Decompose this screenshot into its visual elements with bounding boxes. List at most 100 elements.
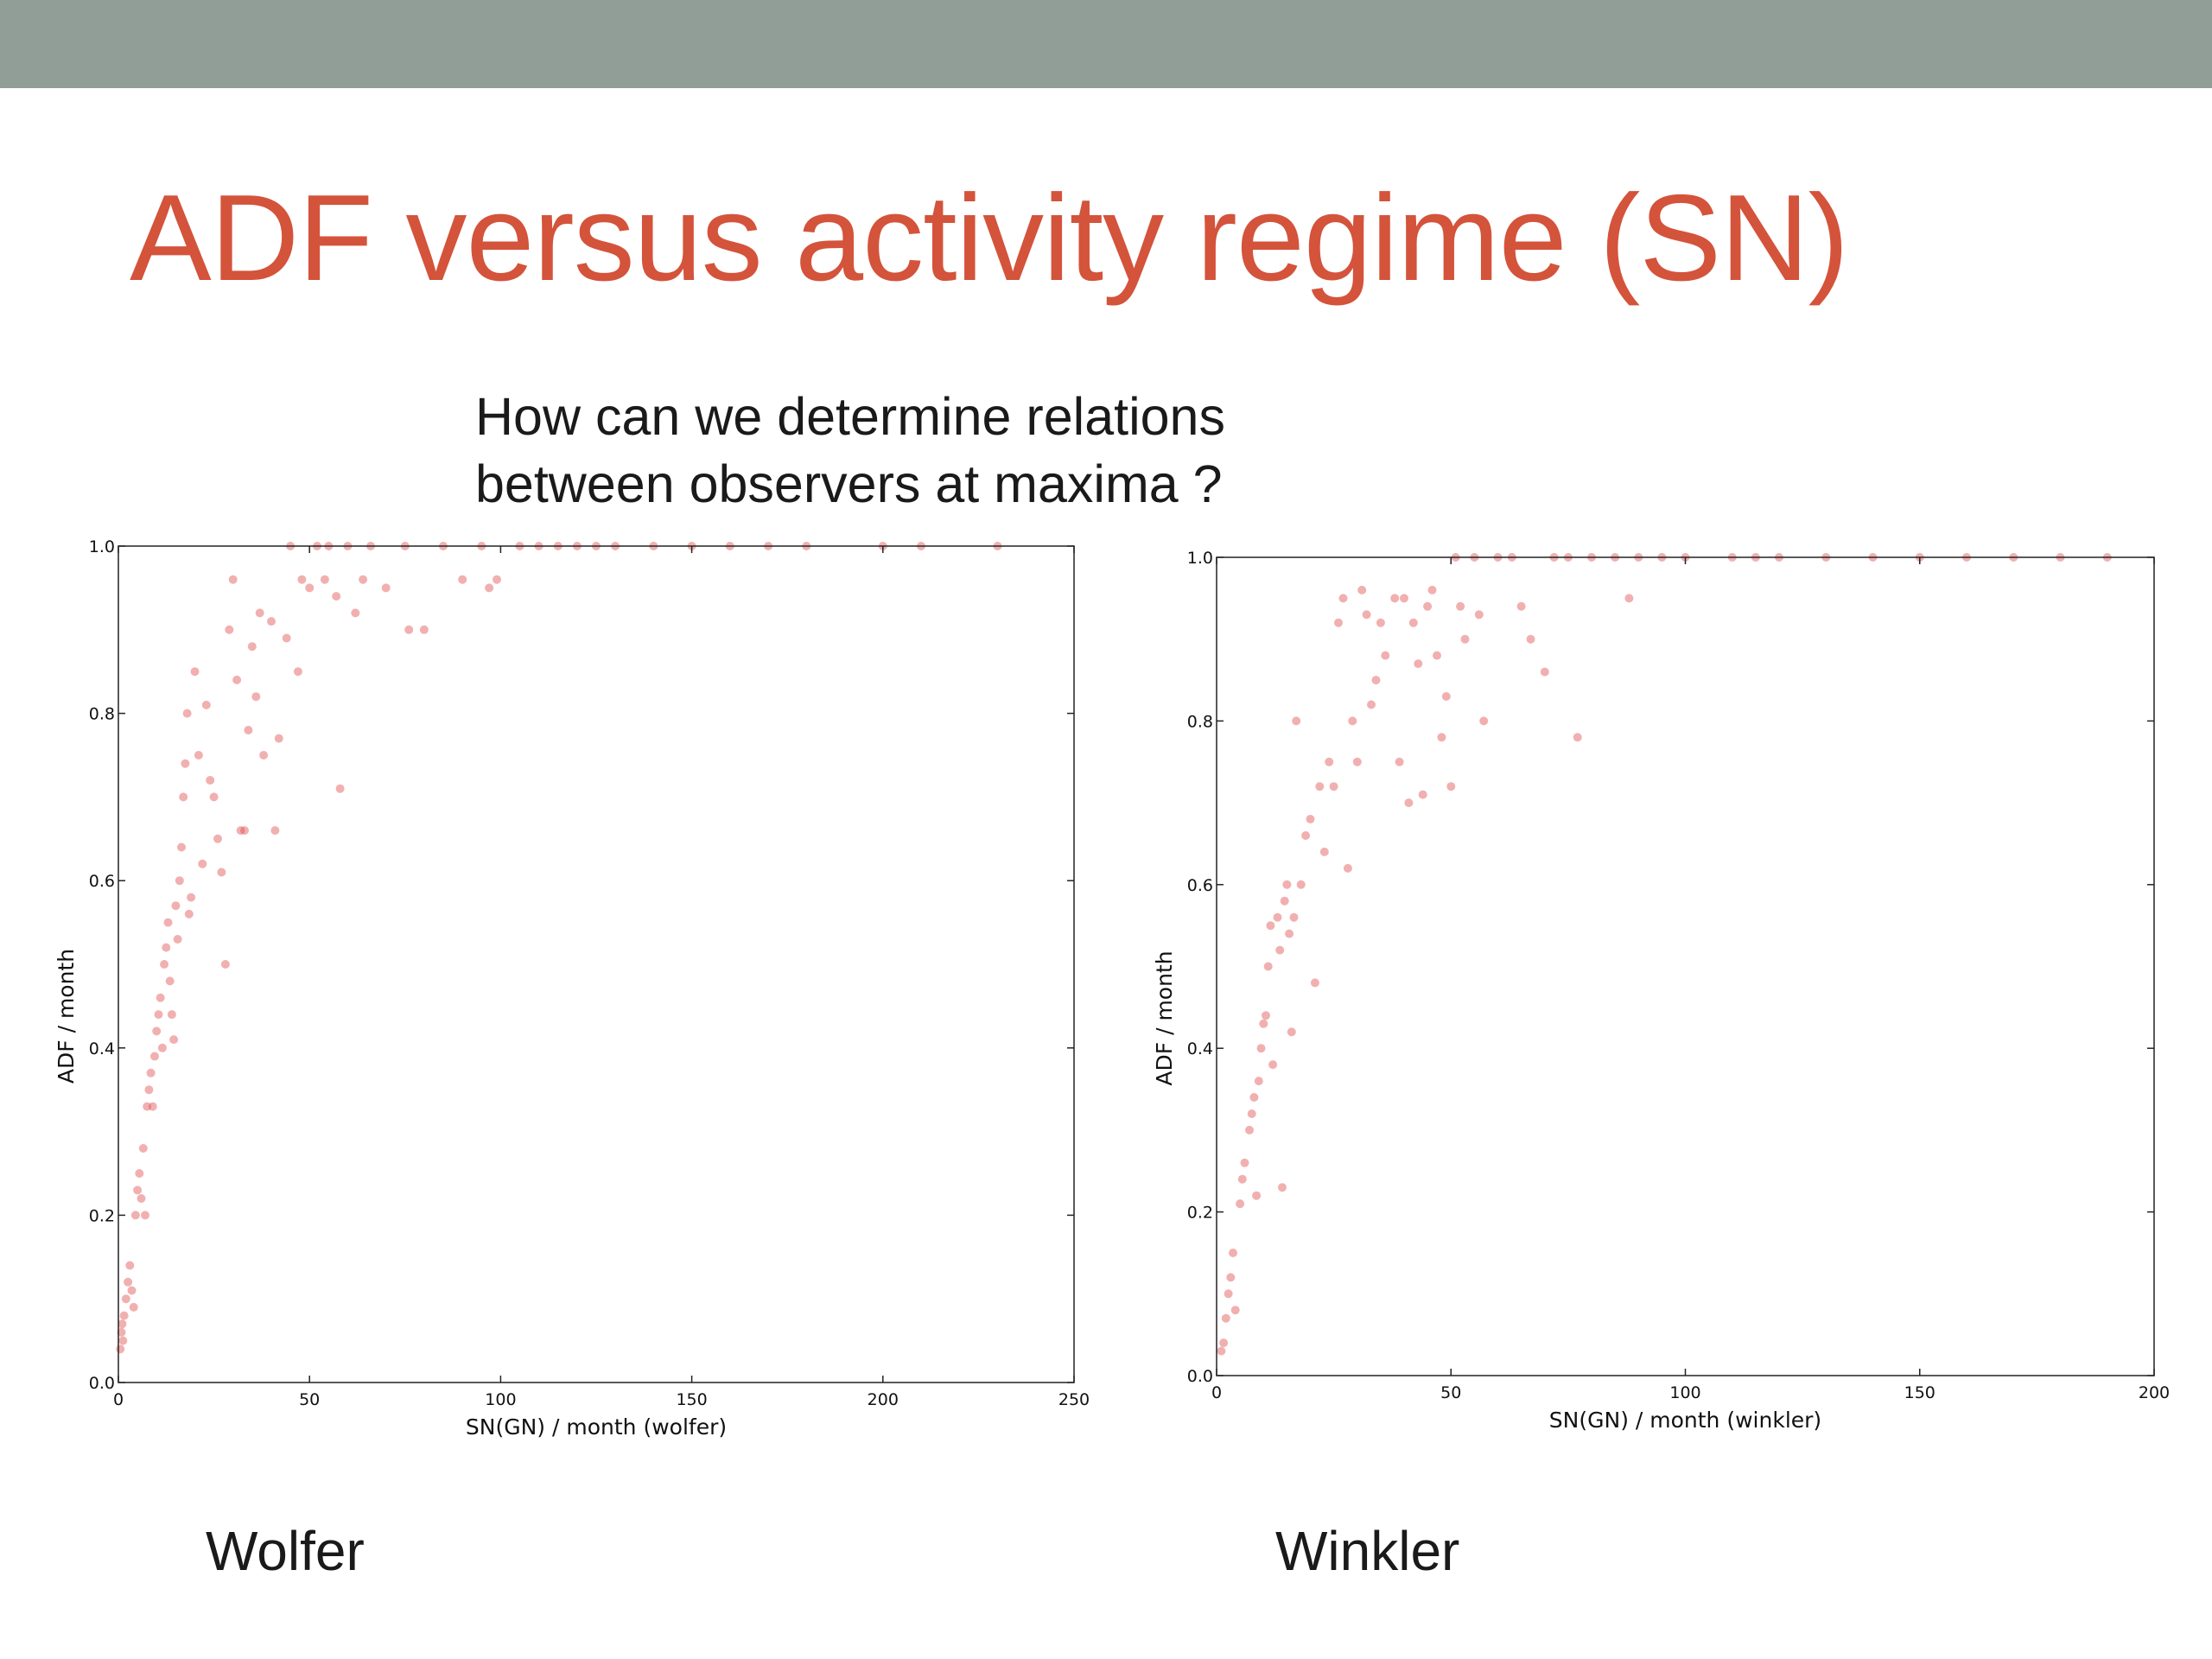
data-point [1474,610,1484,620]
data-point [458,575,467,584]
data-point [1217,1346,1226,1356]
data-point [1381,651,1390,660]
data-point [162,943,171,952]
data-point [419,625,429,634]
x-tick-label: 0 [1211,1383,1222,1402]
chart-winkler: 0 50 100 150 200 0.0 0.2 0.4 0.6 0.8 1.0 SN(GN) / m… [1152,549,2170,1433]
data-point [157,1043,167,1052]
data-point [1414,659,1423,669]
data-point [179,792,188,802]
data-point [116,1344,125,1354]
data-point [190,667,200,677]
y-axis-label: ADF / month [1152,950,1177,1085]
chart-wolfer: 0 50 100 150 200 250 0.0 0.2 0.4 0.6 0.8 1.0 SN(GN) … [54,537,1090,1440]
y-tick-label: 1.0 [89,537,115,556]
data-point [1456,601,1465,611]
y-tick-label: 0.0 [1187,1367,1213,1386]
caption-wolfer: Wolfer [206,1520,365,1582]
data-point [1624,594,1634,603]
data-point [1230,1306,1240,1315]
data-point [267,617,276,626]
data-point [274,734,283,743]
data-point [1540,667,1549,677]
data-point [1418,790,1427,799]
data-point [124,1277,133,1287]
data-point [1390,594,1400,603]
data-point [1352,757,1362,766]
data-point [198,859,207,868]
data-point [320,575,329,584]
data-point [173,935,182,944]
y-tick-label: 0.8 [1187,712,1213,731]
data-point [144,1085,154,1095]
x-tick-label: 200 [2139,1383,2170,1402]
data-point [259,751,269,760]
y-tick-label: 0.6 [1187,876,1213,895]
data-point [1229,1249,1237,1257]
data-point [169,1035,179,1045]
data-point [1310,978,1319,988]
data-point [270,826,280,836]
data-point [1338,594,1348,603]
y-tick-label: 0.6 [89,872,115,891]
data-point [1329,782,1338,791]
y-tick-label: 0.4 [1187,1039,1213,1058]
data-point [1245,1125,1254,1135]
data-point [305,583,315,593]
data-point [194,751,203,760]
x-tick-label: 100 [485,1390,516,1409]
top-bar [0,0,2212,88]
data-point [1348,716,1357,726]
data-point [1325,757,1334,766]
data-point [177,842,186,852]
data-point [133,1185,143,1195]
data-point [1395,757,1404,766]
y-tick-label: 1.0 [1187,549,1213,568]
data-point [1423,601,1433,611]
data-point [1437,733,1446,742]
data-point [1266,921,1275,931]
y-tick-label: 0.2 [1187,1204,1213,1223]
data-point [1256,1044,1266,1053]
data-point [213,834,222,843]
data-point [1334,618,1343,627]
data-point [335,784,345,793]
data-point [1219,1338,1229,1348]
data-point [1273,912,1282,922]
data-point [1526,634,1535,644]
data-point [163,918,173,927]
data-point [220,960,230,969]
data-point [359,575,368,584]
y-tick-label: 0.2 [89,1206,115,1225]
data-point [184,909,194,918]
data-point [1433,651,1441,660]
x-tick-label: 150 [1904,1383,1936,1402]
data-point [1306,815,1315,823]
data-point [1357,585,1367,594]
data-point [1343,863,1352,873]
caption-winkler: Winkler [1275,1520,1460,1582]
data-point [146,1068,156,1077]
x-tick-label: 50 [1440,1383,1461,1402]
data-point [1315,782,1325,791]
data-point [175,876,184,886]
y-tick-label: 0.4 [89,1039,115,1058]
data-point [1224,1289,1233,1299]
data-point [1237,1174,1247,1184]
data-point [1226,1273,1236,1282]
y-tick-label: 0.0 [89,1374,115,1393]
data-point [1400,594,1408,603]
data-point [1376,618,1385,627]
data-point [1285,929,1294,938]
data-point [209,792,219,802]
data-point [1268,1060,1278,1070]
data-point [118,1319,127,1329]
data-point [154,1010,163,1020]
data-point [1289,912,1299,922]
question-line-1: How can we determine relations [475,387,1225,446]
data-point [143,1102,152,1111]
data-point [156,993,165,1002]
data-point [251,692,261,702]
plot-frame [1216,556,2155,1376]
